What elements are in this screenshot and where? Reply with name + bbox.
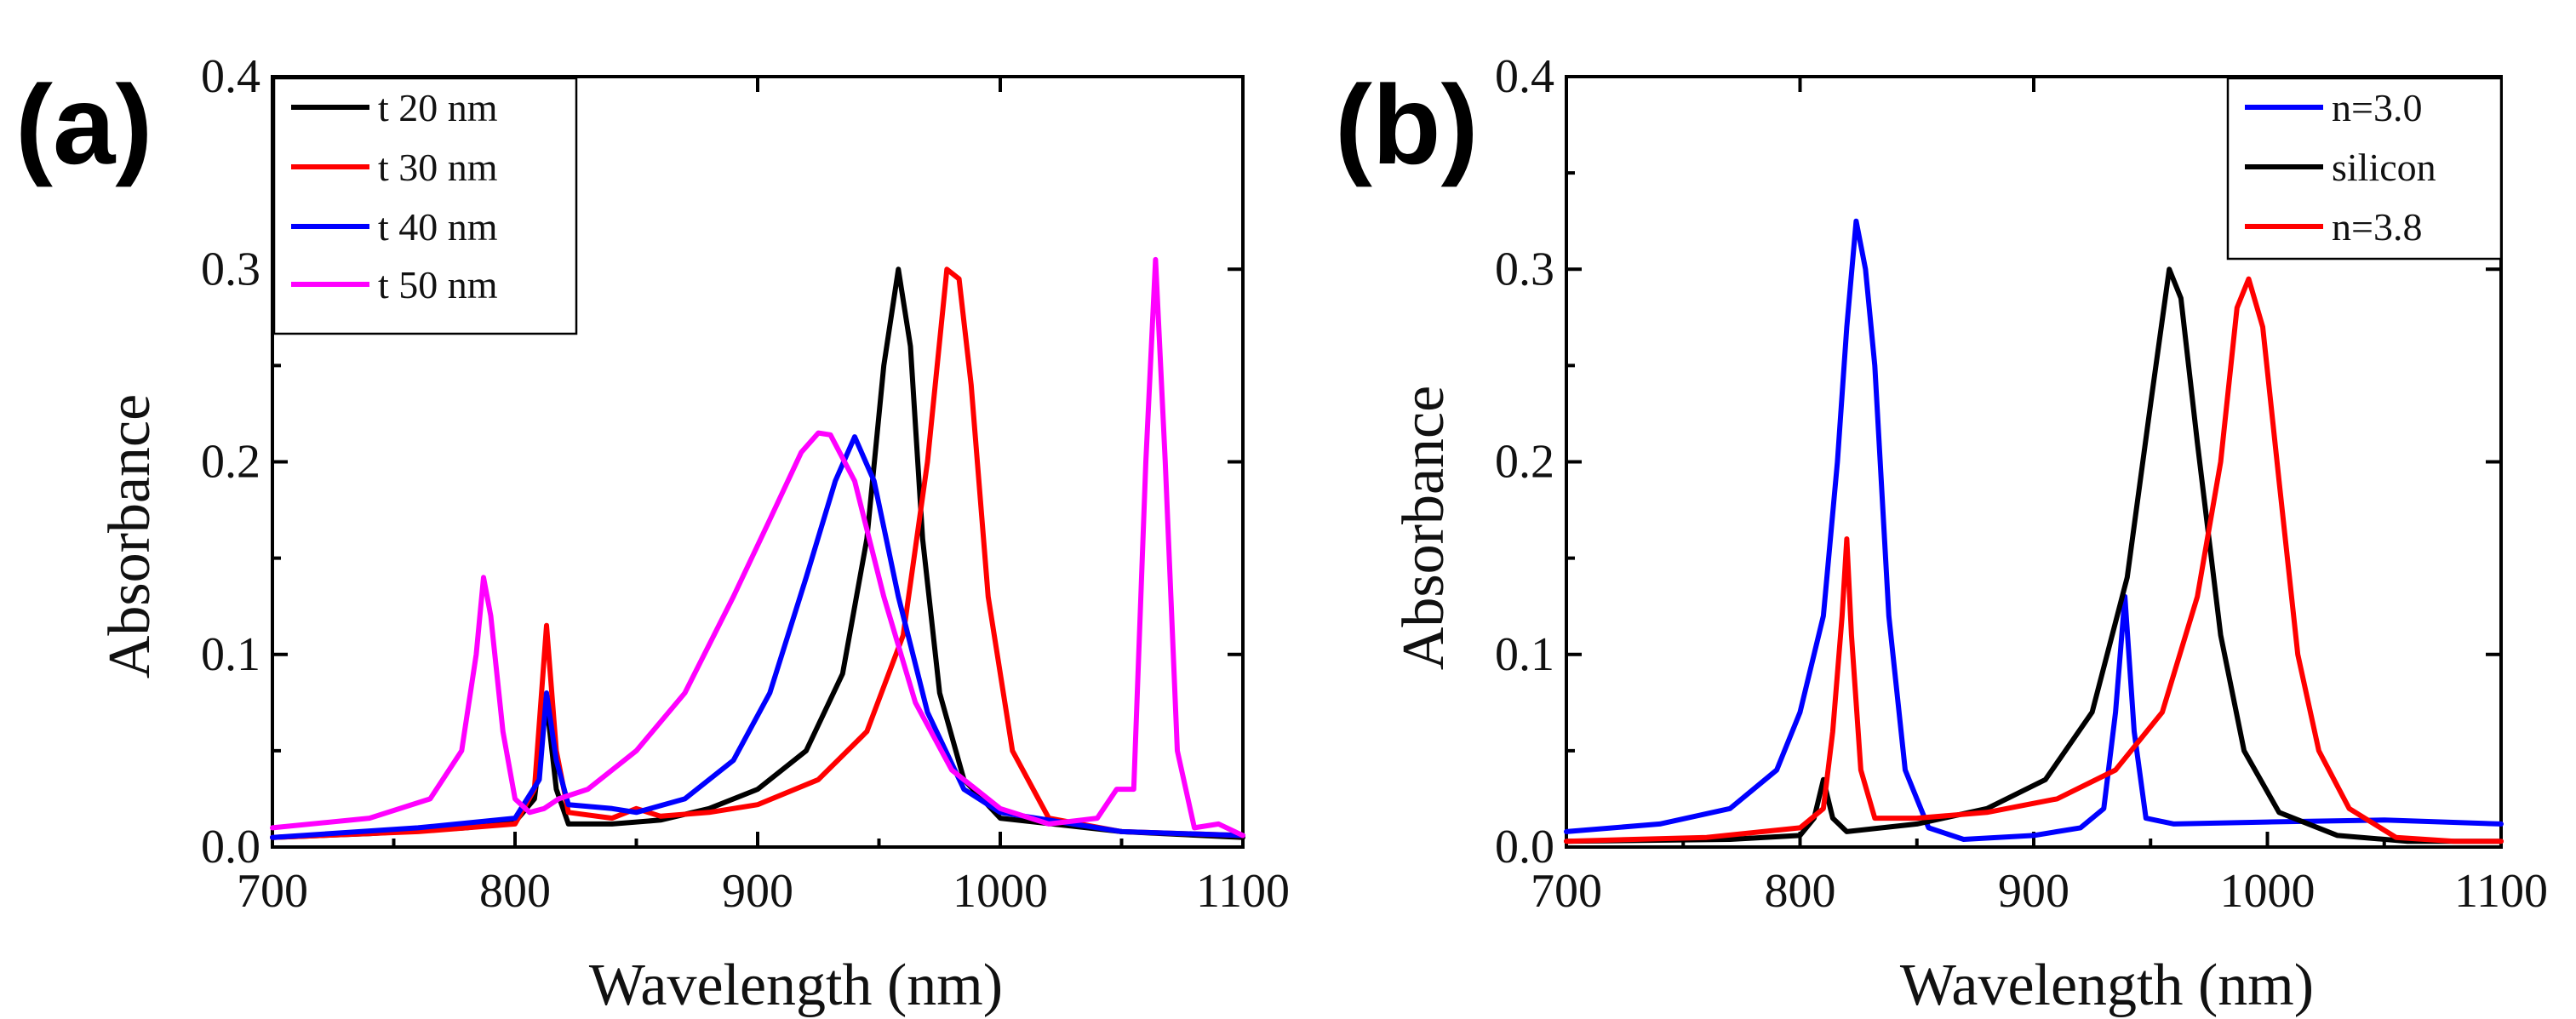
legend-label: n=3.8 <box>2332 205 2422 249</box>
y-tick-label-a: 0.1 <box>201 628 260 681</box>
y-tick-label-a: 0.4 <box>201 50 260 103</box>
legend-label: t 40 nm <box>378 205 498 249</box>
x-tick-label-a: 700 <box>237 865 308 918</box>
y-axis-label-a: Absorbance <box>97 394 163 678</box>
panel-label-b: (b) <box>1335 62 1479 187</box>
y-axis-label-b: Absorbance <box>1391 386 1457 670</box>
x-tick-label-b: 1100 <box>2454 865 2548 918</box>
x-tick-label-a: 900 <box>722 865 793 918</box>
y-tick-label-b: 0.0 <box>1495 821 1554 873</box>
legend-label: t 20 nm <box>378 86 498 129</box>
x-axis-label-b: Wavelength (nm) <box>1900 953 2314 1018</box>
legend-b: n=3.0 silicon n=3.8 <box>2226 77 2503 260</box>
x-tick-label-b: 900 <box>1998 865 2069 918</box>
legend-label: t 30 nm <box>378 146 498 189</box>
chart-panel-b: (b) 700 800 900 1000 1100 0.0 0.1 0.2 0.3 0.4 Wav… <box>1335 50 2548 1018</box>
y-tick-label-b: 0.3 <box>1495 243 1554 295</box>
series-line-t-30-nm <box>270 266 1245 840</box>
x-tick-label-a: 800 <box>479 865 551 918</box>
axes-b: 700 800 900 1000 1100 0.0 0.1 0.2 0.3 0.4 <box>1495 50 2548 918</box>
y-tick-label-a: 0.0 <box>201 821 260 873</box>
legend-label: silicon <box>2332 146 2436 189</box>
legend-label: t 50 nm <box>378 263 498 306</box>
chart-panel-a: (a) 700 800 900 1000 1100 0.0 0.1 0.2 0.3 0.4 Wav… <box>15 50 1290 1018</box>
axes-a: 700 800 900 1000 1100 0.0 0.1 0.2 0.3 0.4 <box>201 50 1290 918</box>
y-tick-label-a: 0.2 <box>201 436 260 489</box>
legend-label: n=3.0 <box>2332 86 2422 129</box>
panel-label-a: (a) <box>15 62 152 187</box>
x-tick-label-b: 1000 <box>2220 865 2316 918</box>
x-axis-label-a: Wavelength (nm) <box>589 953 1003 1018</box>
y-tick-label-a: 0.3 <box>201 243 260 295</box>
y-tick-label-b: 0.1 <box>1495 628 1554 681</box>
y-tick-label-b: 0.2 <box>1495 436 1554 489</box>
x-tick-label-b: 800 <box>1765 865 1836 918</box>
series-line-n-3-8 <box>1564 276 2504 844</box>
x-tick-label-a: 1000 <box>953 865 1048 918</box>
series-group-a <box>270 256 1245 840</box>
series-line-t-20-nm <box>270 266 1245 840</box>
y-tick-label-b: 0.4 <box>1495 50 1554 103</box>
legend-a: t 20 nm t 30 nm t 40 nm t 50 nm <box>272 77 578 335</box>
x-tick-label-a: 1100 <box>1196 865 1290 918</box>
series-line-t-50-nm <box>270 256 1245 839</box>
legend-box-a <box>272 77 578 335</box>
x-tick-label-b: 700 <box>1531 865 1602 918</box>
series-line-silicon <box>1564 266 2504 844</box>
series-line-n-3-0 <box>1564 218 2504 842</box>
series-line-t-40-nm <box>270 434 1245 840</box>
series-group-b <box>1564 218 2504 844</box>
